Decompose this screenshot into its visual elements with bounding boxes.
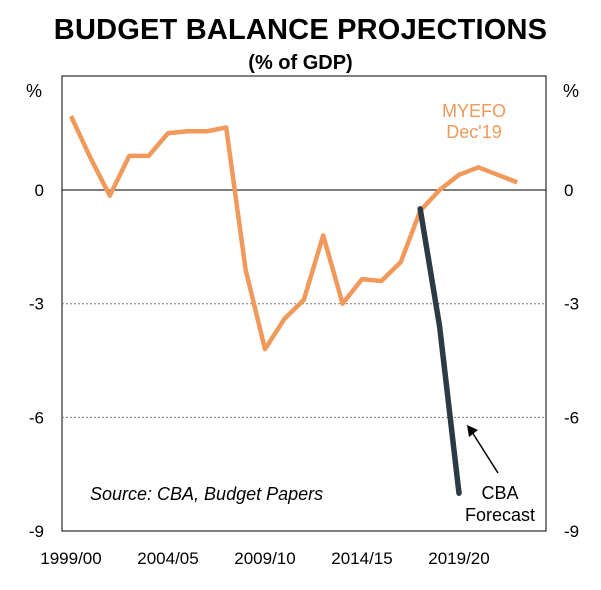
series-group xyxy=(68,115,519,496)
y-tick-label-right: 0 xyxy=(564,181,573,200)
cba-forecast-series-line xyxy=(417,206,462,496)
y-axis-left: 0 -3 -6 -9 xyxy=(29,181,44,541)
y-tick-label-right: -6 xyxy=(564,408,579,427)
y-axis-right: 0 -3 -6 -9 xyxy=(564,181,579,541)
gridlines xyxy=(62,189,546,418)
y-unit-left: % xyxy=(26,81,42,101)
chart-title: BUDGET BALANCE PROJECTIONS xyxy=(53,14,548,46)
source-note: Source: CBA, Budget Papers xyxy=(90,484,323,504)
myefo-label-line2: Dec'19 xyxy=(446,122,501,142)
x-tick-label: 2014/15 xyxy=(331,549,392,568)
y-unit-right: % xyxy=(563,81,579,101)
cba-forecast-label-line1: CBA xyxy=(481,483,518,503)
cba-forecast-arrowhead xyxy=(467,425,478,437)
cba-forecast-arrow xyxy=(471,431,499,474)
chart-subtitle: (% of GDP) xyxy=(248,52,353,74)
cba-forecast-label-line2: Forecast xyxy=(465,505,535,525)
y-tick-label-left: -9 xyxy=(29,522,44,541)
myefo-series-line xyxy=(68,115,519,352)
y-tick-label-right: -3 xyxy=(564,295,579,314)
myefo-label-line1: MYEFO xyxy=(442,101,506,121)
x-tick-label: 2009/10 xyxy=(234,549,295,568)
x-axis: 1999/00 2004/05 2009/10 2014/15 2019/20 xyxy=(40,549,489,568)
x-tick-label: 2019/20 xyxy=(428,549,489,568)
x-tick-label: 1999/00 xyxy=(40,549,101,568)
x-tick-label: 2004/05 xyxy=(137,549,198,568)
y-tick-label-left: -6 xyxy=(29,408,44,427)
y-tick-label-left: -3 xyxy=(29,295,44,314)
y-tick-label-right: -9 xyxy=(564,522,579,541)
y-tick-label-left: 0 xyxy=(35,181,44,200)
